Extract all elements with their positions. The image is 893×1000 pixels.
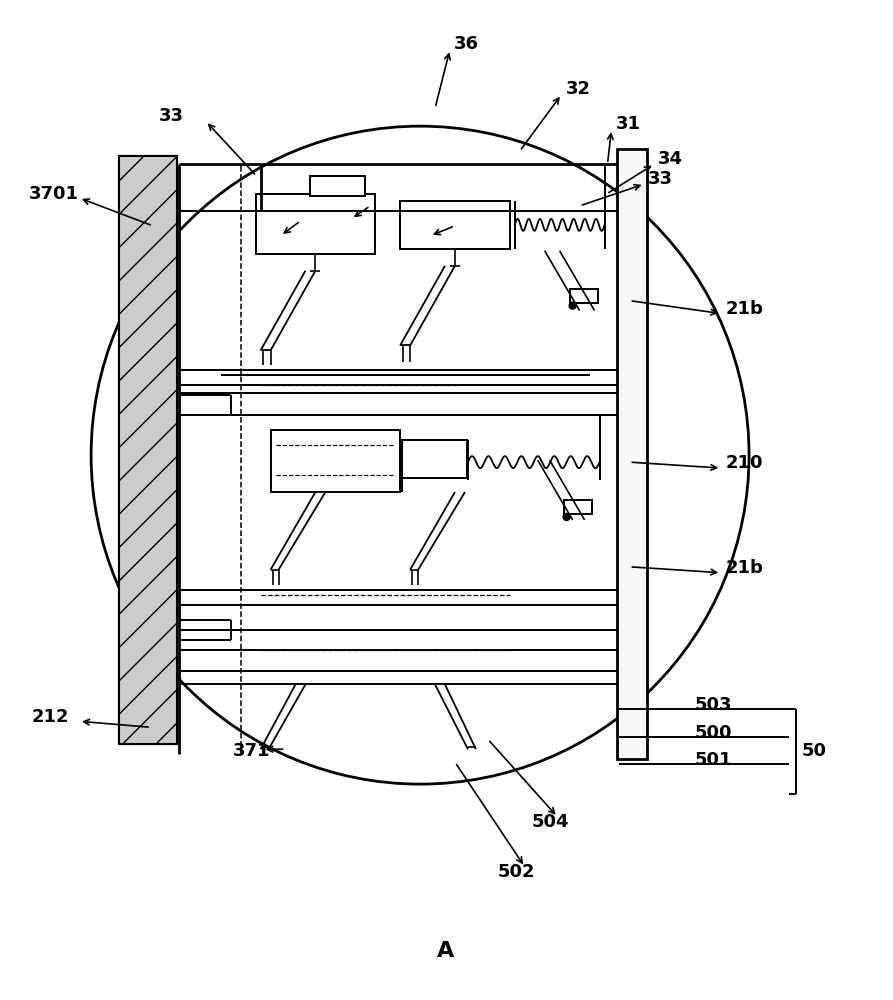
Text: 33: 33 (647, 170, 672, 188)
Bar (570, 289, 597, 303)
Bar (400, 201, 510, 249)
Text: 504: 504 (531, 813, 569, 831)
Bar (617, 149, 647, 759)
Text: 21b: 21b (725, 559, 763, 577)
Bar (255, 194, 375, 254)
Bar (563, 500, 591, 514)
Text: 34: 34 (657, 150, 682, 168)
Text: 33: 33 (159, 107, 184, 125)
Text: 31: 31 (615, 115, 640, 133)
Text: 3701: 3701 (29, 185, 79, 203)
Bar (271, 430, 400, 492)
Circle shape (563, 513, 570, 520)
Text: 212: 212 (31, 708, 69, 726)
Text: 371: 371 (233, 742, 271, 760)
Circle shape (569, 302, 576, 309)
Text: 36: 36 (454, 35, 479, 53)
Text: 32: 32 (565, 80, 590, 98)
Text: 21b: 21b (725, 300, 763, 318)
Text: A: A (438, 941, 455, 961)
Bar (119, 156, 177, 744)
Text: 503: 503 (694, 696, 731, 714)
Bar (402, 440, 467, 478)
Text: 210: 210 (725, 454, 763, 472)
Text: 50: 50 (802, 742, 827, 760)
Text: 502: 502 (497, 863, 535, 881)
Text: 500: 500 (694, 724, 731, 742)
Bar (311, 176, 365, 196)
Text: 501: 501 (694, 751, 731, 769)
